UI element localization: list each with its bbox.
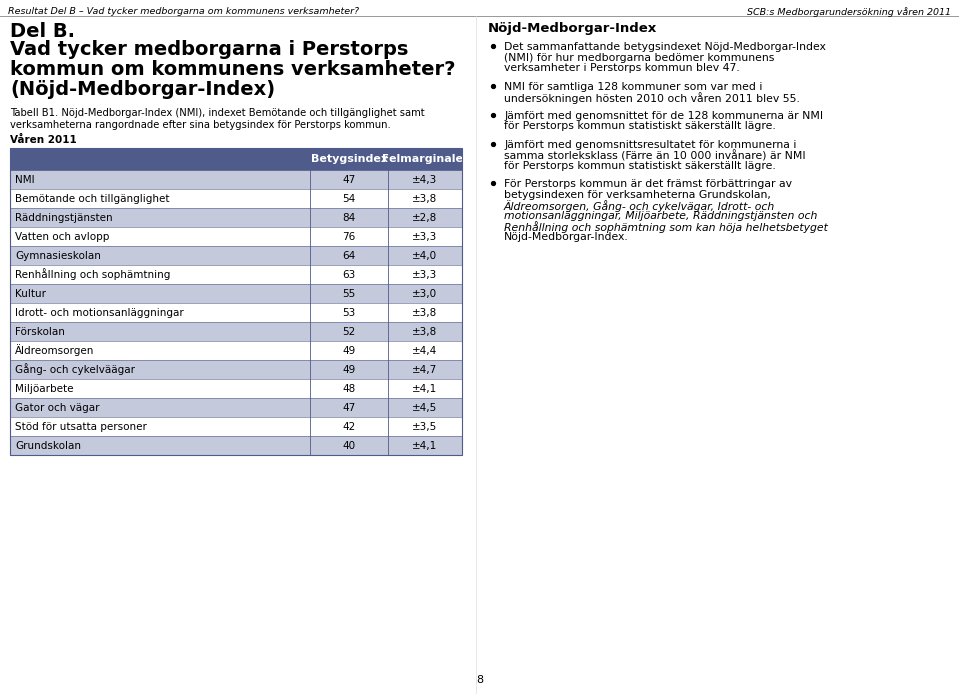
- Text: 63: 63: [342, 269, 356, 280]
- Text: Felmarginaler: Felmarginaler: [382, 154, 468, 164]
- Text: Våren 2011: Våren 2011: [10, 135, 77, 145]
- Text: 76: 76: [342, 232, 356, 242]
- Bar: [10, 379, 462, 398]
- Text: kommun om kommunens verksamheter?: kommun om kommunens verksamheter?: [10, 60, 456, 79]
- Text: ±3,8: ±3,8: [412, 194, 437, 203]
- Text: betygsindexen för verksamheterna Grundskolan,: betygsindexen för verksamheterna Grundsk…: [504, 189, 771, 199]
- Text: ±3,3: ±3,3: [412, 232, 437, 242]
- Text: (NMI) för hur medborgarna bedömer kommunens: (NMI) för hur medborgarna bedömer kommun…: [504, 53, 774, 62]
- Text: för Perstorps kommun statistiskt säkerställt lägre.: för Perstorps kommun statistiskt säkerst…: [504, 160, 776, 171]
- Text: 52: 52: [342, 326, 356, 337]
- Bar: [10, 170, 462, 189]
- Text: Jämfört med genomsnittsresultatet för kommunerna i: Jämfört med genomsnittsresultatet för ko…: [504, 139, 796, 149]
- Text: Bemötande och tillgänglighet: Bemötande och tillgänglighet: [15, 194, 170, 203]
- Bar: [10, 360, 462, 379]
- Text: NMI: NMI: [15, 174, 35, 185]
- Bar: [10, 303, 462, 322]
- Bar: [10, 284, 462, 303]
- Text: Kultur: Kultur: [15, 289, 46, 298]
- Bar: [10, 436, 462, 455]
- Text: Nöjd-Medborgar-Index: Nöjd-Medborgar-Index: [488, 22, 657, 35]
- Text: Räddningstjänsten: Räddningstjänsten: [15, 212, 112, 223]
- Text: ±3,5: ±3,5: [412, 421, 437, 432]
- Text: Nöjd-Medborgar-Index.: Nöjd-Medborgar-Index.: [504, 232, 629, 242]
- Text: (Nöjd-Medborgar-Index): (Nöjd-Medborgar-Index): [10, 80, 275, 99]
- Text: ±4,4: ±4,4: [412, 346, 437, 355]
- Text: Gång- och cykelväägar: Gång- och cykelväägar: [15, 364, 135, 375]
- Text: ±3,0: ±3,0: [412, 289, 437, 298]
- Bar: [10, 398, 462, 417]
- Text: Miljöarbete: Miljöarbete: [15, 384, 74, 393]
- Text: ±3,8: ±3,8: [412, 326, 437, 337]
- Text: samma storleksklass (Färre än 10 000 invånare) är NMI: samma storleksklass (Färre än 10 000 inv…: [504, 150, 806, 162]
- Text: ±4,3: ±4,3: [412, 174, 437, 185]
- Bar: [10, 208, 462, 227]
- Text: 49: 49: [342, 346, 356, 355]
- Bar: [10, 246, 462, 265]
- Bar: [10, 148, 462, 170]
- Text: ±4,5: ±4,5: [412, 403, 437, 412]
- Bar: [10, 189, 462, 208]
- Text: Gymnasieskolan: Gymnasieskolan: [15, 251, 101, 260]
- Text: ±2,8: ±2,8: [412, 212, 437, 223]
- Bar: [10, 265, 462, 284]
- Text: Jämfört med genomsnittet för de 128 kommunerna är NMI: Jämfört med genomsnittet för de 128 komm…: [504, 110, 823, 121]
- Text: 55: 55: [342, 289, 356, 298]
- Bar: [10, 148, 462, 455]
- Text: ±3,3: ±3,3: [412, 269, 437, 280]
- Text: 47: 47: [342, 403, 356, 412]
- Text: Vatten och avlopp: Vatten och avlopp: [15, 232, 109, 242]
- Text: Renhållning och sophämtning som kan höja helhetsbetyget: Renhållning och sophämtning som kan höja…: [504, 221, 828, 233]
- Text: verksamheterna rangordnade efter sina betygsindex för Perstorps kommun.: verksamheterna rangordnade efter sina be…: [10, 120, 390, 130]
- Text: Resultat Del B – Vad tycker medborgarna om kommunens verksamheter?: Resultat Del B – Vad tycker medborgarna …: [8, 7, 359, 16]
- Text: Grundskolan: Grundskolan: [15, 441, 81, 450]
- Text: verksamheter i Perstorps kommun blev 47.: verksamheter i Perstorps kommun blev 47.: [504, 63, 739, 73]
- Text: 48: 48: [342, 384, 356, 393]
- Text: 42: 42: [342, 421, 356, 432]
- Text: 49: 49: [342, 364, 356, 375]
- Text: 47: 47: [342, 174, 356, 185]
- Text: undersökningen hösten 2010 och våren 2011 blev 55.: undersökningen hösten 2010 och våren 201…: [504, 92, 800, 104]
- Text: ±3,8: ±3,8: [412, 307, 437, 317]
- Text: Del B.: Del B.: [10, 22, 75, 41]
- Text: ±4,1: ±4,1: [412, 441, 437, 450]
- Text: 40: 40: [342, 441, 356, 450]
- Text: ±4,0: ±4,0: [412, 251, 437, 260]
- Text: Gator och vägar: Gator och vägar: [15, 403, 100, 412]
- Text: Idrott- och motionsanläggningar: Idrott- och motionsanläggningar: [15, 307, 184, 317]
- Text: 54: 54: [342, 194, 356, 203]
- Text: För Perstorps kommun är det främst förbättringar av: För Perstorps kommun är det främst förbä…: [504, 179, 792, 189]
- Text: ±4,1: ±4,1: [412, 384, 437, 393]
- Text: 53: 53: [342, 307, 356, 317]
- Bar: [10, 322, 462, 341]
- Text: Vad tycker medborgarna i Perstorps: Vad tycker medborgarna i Perstorps: [10, 40, 409, 59]
- Bar: [10, 341, 462, 360]
- Text: för Perstorps kommun statistiskt säkerställt lägre.: för Perstorps kommun statistiskt säkerst…: [504, 121, 776, 131]
- Text: 84: 84: [342, 212, 356, 223]
- Text: Äldreomsorgen: Äldreomsorgen: [15, 344, 94, 357]
- Bar: [10, 227, 462, 246]
- Text: Äldreomsorgen, Gång- och cykelvägar, Idrott- och: Äldreomsorgen, Gång- och cykelvägar, Idr…: [504, 200, 775, 212]
- Text: motionsanläggningar, Miljöarbete, Räddningstjänsten och: motionsanläggningar, Miljöarbete, Räddni…: [504, 210, 817, 221]
- Text: Tabell B1. Nöjd-Medborgar-Index (NMI), indexet Bemötande och tillgänglighet samt: Tabell B1. Nöjd-Medborgar-Index (NMI), i…: [10, 108, 425, 118]
- Text: NMI för samtliga 128 kommuner som var med i: NMI för samtliga 128 kommuner som var me…: [504, 81, 762, 92]
- Text: ±4,7: ±4,7: [412, 364, 437, 375]
- Text: 64: 64: [342, 251, 356, 260]
- Text: Förskolan: Förskolan: [15, 326, 65, 337]
- Text: 8: 8: [477, 675, 483, 685]
- Text: Det sammanfattande betygsindexet Nöjd-Medborgar-Index: Det sammanfattande betygsindexet Nöjd-Me…: [504, 42, 826, 52]
- Text: Stöd för utsatta personer: Stöd för utsatta personer: [15, 421, 147, 432]
- Text: SCB:s Medborgarundersökning våren 2011: SCB:s Medborgarundersökning våren 2011: [747, 7, 951, 17]
- Text: Betygsindex: Betygsindex: [311, 154, 387, 164]
- Bar: [10, 417, 462, 436]
- Text: Renhållning och sophämtning: Renhållning och sophämtning: [15, 269, 171, 280]
